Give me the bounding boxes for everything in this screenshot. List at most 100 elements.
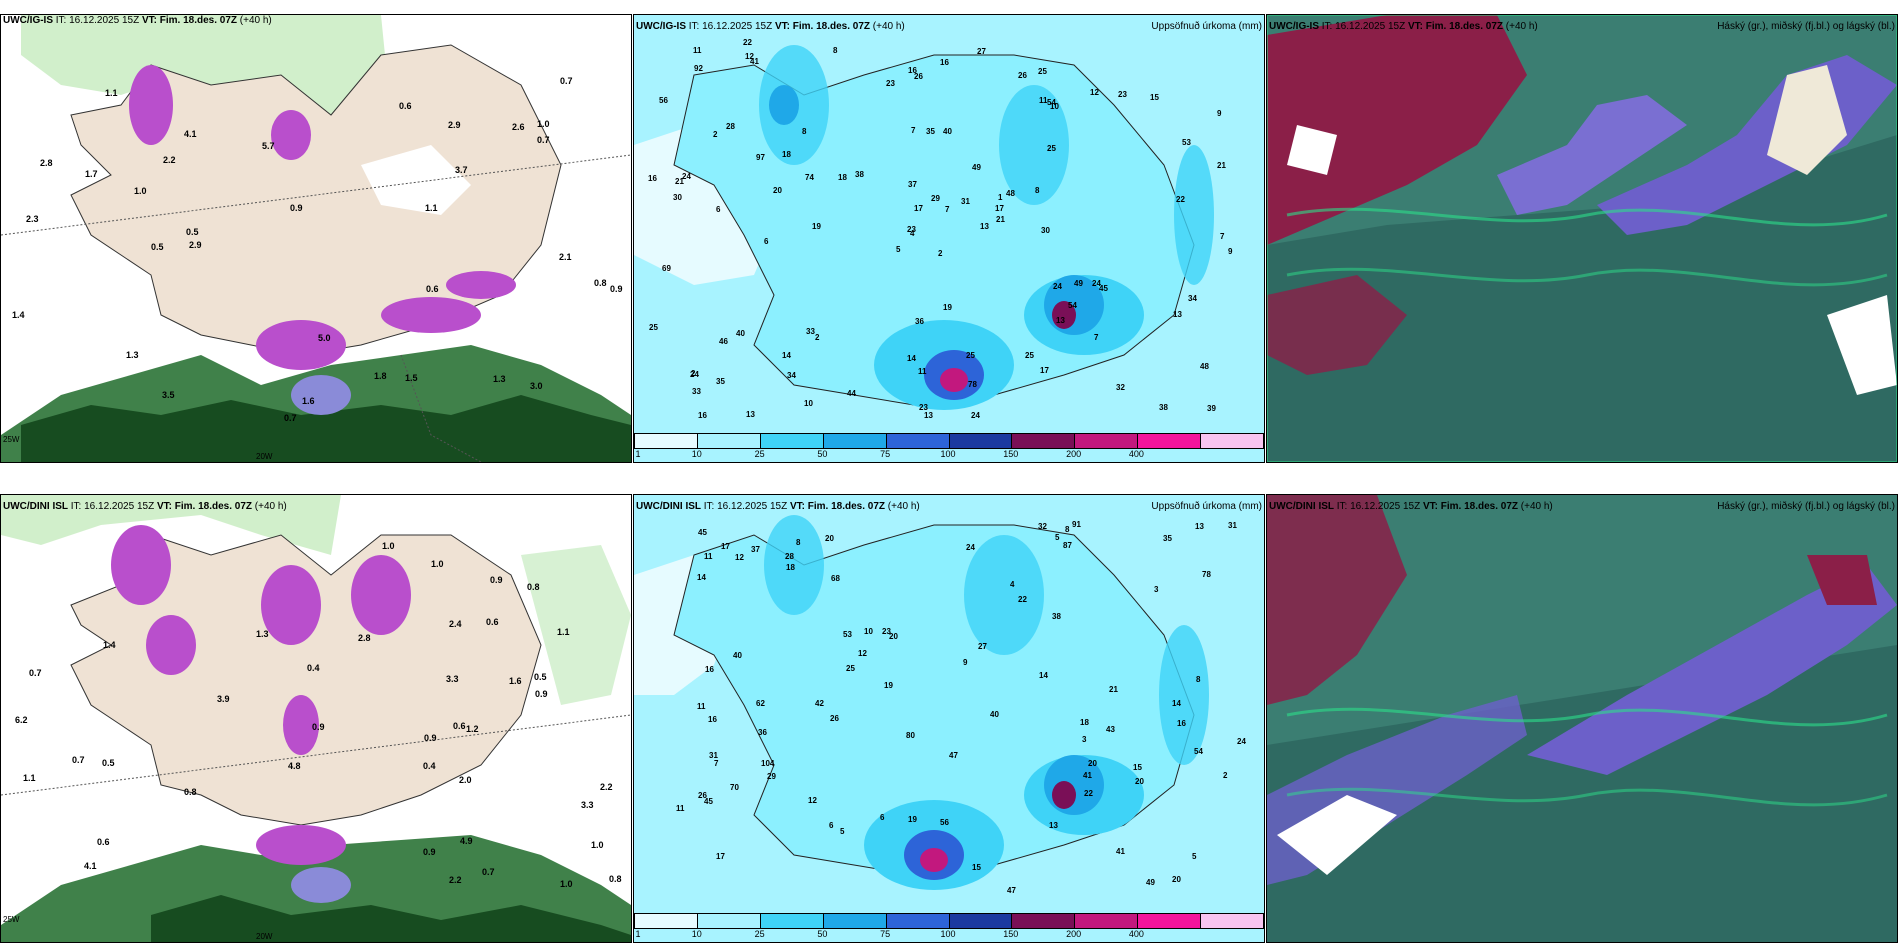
map-value-label: 13 — [1173, 310, 1182, 319]
map-value-label: 25 — [649, 323, 658, 332]
map-value-label: 42 — [815, 699, 824, 708]
panel-title: UWC/DINI ISL IT: 16.12.2025 15Z VT: Fim.… — [1269, 501, 1553, 512]
colorbar-tick-label: 75 — [880, 449, 891, 459]
colorbar-segment — [1201, 914, 1264, 928]
map-value-label: 2 — [691, 369, 696, 378]
map-value-label: 0.5 — [102, 758, 115, 768]
map-value-label: 24 — [690, 370, 699, 379]
map-value-label: 5 — [840, 827, 845, 836]
map-value-label: 1.0 — [560, 879, 573, 889]
map-value-label: 78 — [968, 380, 977, 389]
map-value-label: 2.2 — [600, 782, 613, 792]
colorbar-segment — [949, 914, 1013, 928]
map-value-label: 23 — [919, 403, 928, 412]
map-value-label: 12 — [858, 649, 867, 658]
map-value-label: 78 — [1202, 570, 1211, 579]
map-value-label: 11 — [1039, 96, 1048, 105]
map-value-label: 14 — [1172, 699, 1181, 708]
map-value-label: 48 — [1006, 189, 1015, 198]
map-value-label: 37 — [751, 545, 760, 554]
map-value-label: 1.6 — [509, 676, 522, 686]
map-value-label: 16 — [908, 66, 917, 75]
lon-label-25w: 25W — [3, 915, 20, 924]
map-value-label: 0.5 — [534, 672, 547, 682]
lon-label-20w: 20W — [256, 932, 273, 941]
map-value-label: 8 — [802, 127, 807, 136]
map-value-label: 0.8 — [609, 874, 622, 884]
map-value-label: 54 — [1194, 747, 1203, 756]
map-value-label: 2.0 — [459, 775, 472, 785]
map-value-label: 0.6 — [426, 284, 439, 294]
colorbar-segment — [823, 914, 887, 928]
map-value-label: 31 — [961, 197, 970, 206]
map-value-label: 24 — [1237, 737, 1246, 746]
map-value-label: 56 — [940, 818, 949, 827]
panel-bottom-right-clouds: UWC/DINI ISL IT: 16.12.2025 15Z VT: Fim.… — [1266, 494, 1898, 943]
map-value-label: 17 — [1040, 366, 1049, 375]
map-value-label: 4.1 — [84, 861, 97, 871]
map-value-label: 4 — [1010, 580, 1015, 589]
map-value-label: 3.0 — [530, 381, 543, 391]
map-value-label: 2.1 — [559, 252, 572, 262]
map-value-label: 40 — [736, 329, 745, 338]
colorbar-segment — [1138, 914, 1202, 928]
map-top-left: 2.8 2.21.11.62.60.70.62.91.00.90.84.13.71… — [1, 15, 631, 462]
map-value-label: 0.7 — [482, 867, 495, 877]
map-value-label: 53 — [1182, 138, 1191, 147]
colorbar-segment — [1201, 434, 1264, 448]
map-value-label: 1.3 — [126, 350, 139, 360]
colorbar-tick-label: 1 — [635, 449, 641, 459]
map-value-label: 7 — [1094, 333, 1099, 342]
map-value-label: 39 — [1207, 404, 1216, 413]
map-value-label: 47 — [949, 751, 958, 760]
colorbar-segment — [886, 914, 950, 928]
map-value-label: 24 — [966, 543, 975, 552]
map-value-label: 33 — [806, 327, 815, 336]
map-value-label: 5 — [1055, 533, 1060, 542]
map-value-label: 21 — [675, 177, 684, 186]
map-value-label: 12 — [808, 796, 817, 805]
colorbar-tick-label: 50 — [817, 449, 828, 459]
map-value-label: 23 — [886, 79, 895, 88]
map-value-label: 9 — [1228, 247, 1233, 256]
colorbar-tick-label: 10 — [691, 929, 702, 939]
map-value-label: 11 — [676, 804, 685, 813]
map-value-label: 20 — [1172, 875, 1181, 884]
colorbar-tick-label: 10 — [691, 449, 702, 459]
map-value-label: 74 — [805, 173, 814, 182]
map-value-label: 54 — [1068, 301, 1077, 310]
map-value-label: 3.3 — [581, 800, 594, 810]
map-value-label: 5 — [1192, 852, 1197, 861]
panel-top-middle-precip: 2 2 4 2 1 2 25 40 54 13 41 39 6 9 5 25 13 7 49 40 38 33 34 35 48… — [633, 14, 1265, 463]
map-value-label: 2.9 — [189, 240, 202, 250]
map-value-label: 0.7 — [72, 755, 85, 765]
map-value-label: 8 — [796, 538, 801, 547]
map-value-label: 28 — [726, 122, 735, 131]
map-value-label: 28 — [785, 552, 794, 561]
map-value-label: 3.5 — [162, 390, 175, 400]
map-value-label: 0.4 — [423, 761, 436, 771]
map-value-label: 2.8 — [358, 633, 371, 643]
map-value-label: 25 — [846, 664, 855, 673]
map-value-label: 20 — [1088, 759, 1097, 768]
map-value-label: 20 — [825, 534, 834, 543]
map-value-label: 17 — [721, 542, 730, 551]
map-value-label: 19 — [884, 681, 893, 690]
map-value-label: 29 — [767, 772, 776, 781]
map-value-label: 36 — [915, 317, 924, 326]
map-top-right — [1267, 15, 1897, 462]
map-value-label: 47 — [1007, 886, 1016, 895]
map-value-label: 0.7 — [560, 76, 573, 86]
map-value-label: 19 — [812, 222, 821, 231]
map-value-label: 22 — [1018, 595, 1027, 604]
colorbar-tick-label: 200 — [1066, 449, 1082, 459]
map-value-label: 34 — [787, 371, 796, 380]
map-value-label: 7 — [714, 759, 719, 768]
map-value-label: 0.9 — [423, 847, 436, 857]
colorbar-ticks: 1 10 25 50 75 100 150 200 400 — [634, 929, 1262, 941]
colorbar-segment — [886, 434, 950, 448]
map-value-label: 16 — [648, 174, 657, 183]
map-value-label: 1.1 — [425, 203, 438, 213]
map-value-label: 30 — [673, 193, 682, 202]
panel-variable-label: Háský (gr.), miðský (fj.bl.) og lágský (… — [1717, 21, 1895, 32]
